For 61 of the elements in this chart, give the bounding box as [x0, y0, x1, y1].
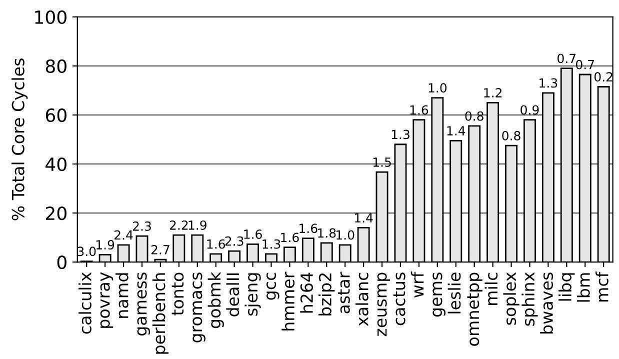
x-tick-label: perlbench	[152, 273, 169, 354]
x-tick-label: gamess	[137, 272, 150, 336]
annotation: 2.3	[225, 236, 244, 246]
annotation: 1.9	[96, 240, 114, 250]
annotation: 1.6	[410, 105, 428, 115]
x-tick-label: gobmk	[208, 272, 224, 328]
annotation: 1.0	[428, 83, 447, 93]
annotation: 1.6	[281, 232, 299, 242]
annotation: 1.0	[336, 230, 354, 240]
annotation: 0.7	[558, 54, 576, 64]
annotation: 1.3	[262, 239, 280, 249]
x-tick-label: milc	[484, 272, 498, 305]
x-tick-label: h264	[300, 272, 313, 313]
x-tick-label: namd	[115, 273, 128, 318]
x-tick-label: lbm	[577, 273, 590, 302]
y-tick-label: 80	[46, 59, 66, 74]
x-tick-label: sjeng	[244, 273, 261, 316]
x-tick-label: dealII	[226, 273, 240, 316]
annotation: 0.2	[594, 72, 612, 82]
annotation: 1.6	[244, 230, 262, 239]
x-tick-label: gems	[432, 272, 446, 317]
x-tick-label: tonto	[172, 272, 184, 316]
annotation: 0.8	[502, 130, 520, 140]
y-tick-label: 0	[57, 256, 66, 270]
annotation: 2.4	[114, 230, 133, 240]
annotation: 0.9	[520, 105, 539, 115]
x-tick-label: calculix	[78, 272, 92, 334]
y-tick-label: 100	[35, 10, 66, 24]
annotation: 1.4	[447, 126, 466, 136]
annotation: 1.8	[318, 228, 336, 238]
x-tick-label: sphinx	[522, 272, 538, 326]
x-tick-label: povray	[100, 272, 114, 328]
x-tick-label: cactus	[393, 272, 406, 326]
y-tick-label: 20	[46, 206, 66, 220]
x-tick-label: wrf	[410, 271, 424, 298]
annotation: 1.6	[300, 224, 318, 234]
x-tick-label: bzip2	[318, 273, 335, 316]
x-tick-label: leslie	[448, 272, 461, 314]
x-tick-label: omnetpp	[467, 272, 482, 346]
x-tick-label: libq	[558, 273, 575, 301]
annotation: 1.4	[354, 213, 373, 222]
annotation: 1.3	[392, 130, 410, 140]
y-axis-title: % Total Core Cycles	[12, 58, 28, 220]
x-tick-label: xalanc	[355, 272, 368, 326]
x-tick-label: zeusmp	[377, 272, 390, 336]
x-tick-label: gromacs	[192, 272, 206, 342]
y-tick-label: 60	[46, 108, 66, 122]
x-tick-label: bwaves	[540, 272, 554, 334]
x-tick-label: gcc	[266, 272, 280, 300]
annotation: 2.7	[151, 244, 170, 254]
annotation: 1.2	[484, 88, 502, 98]
x-tick-label: astar	[338, 272, 350, 314]
annotation: 1.9	[188, 220, 206, 230]
x-tick-label: hmmer	[282, 272, 295, 330]
annotation: 2.2	[170, 220, 188, 230]
y-tick-label: 40	[46, 157, 66, 172]
x-tick-label: mcf	[596, 271, 608, 302]
annotation: 2.3	[132, 221, 151, 231]
annotation: 1.3	[540, 78, 558, 88]
annotation: 1.6	[207, 239, 225, 249]
x-tick-label: soplex	[503, 272, 520, 325]
